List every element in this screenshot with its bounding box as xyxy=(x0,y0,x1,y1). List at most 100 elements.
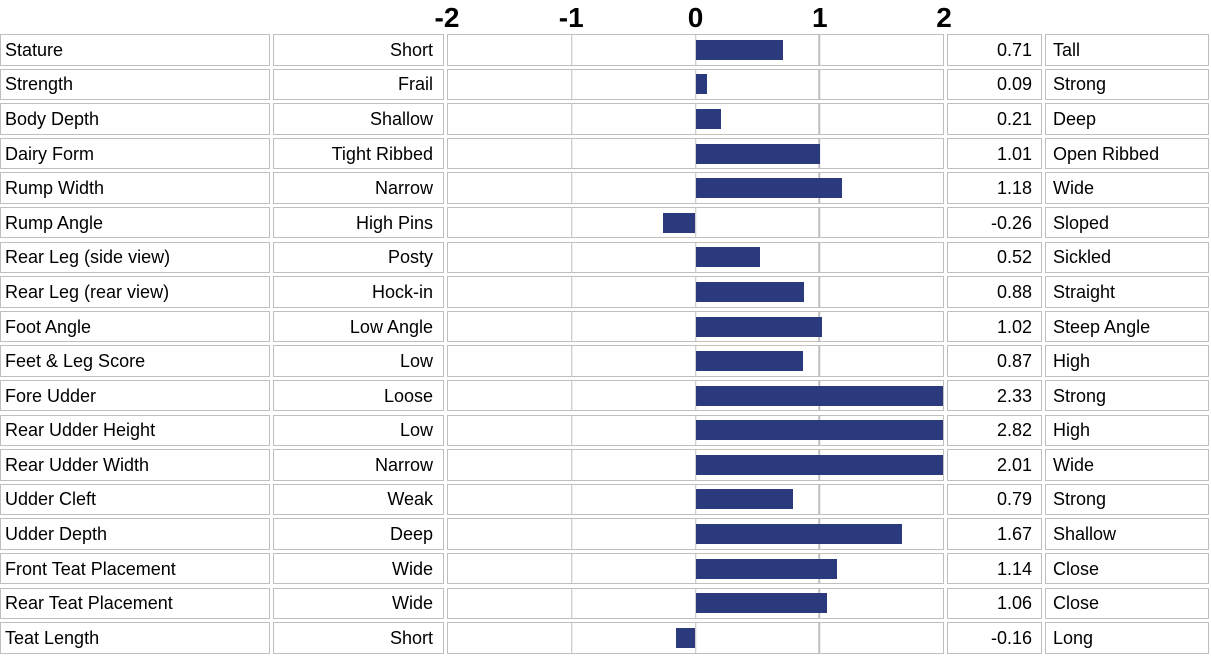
sta-bar xyxy=(695,385,943,406)
bar-track-cell xyxy=(447,310,944,343)
sta-value-cell: 0.71 xyxy=(947,34,1042,66)
sta-value-cell: 1.18 xyxy=(947,172,1042,204)
trait-name-cell: Strength xyxy=(0,68,270,101)
high-descriptor-cell: Sickled xyxy=(1045,241,1209,274)
bar-track-cell xyxy=(447,103,944,135)
trait-row: Udder Cleft Weak 0.79 Strong xyxy=(0,483,1209,516)
sta-value-cell: 0.09 xyxy=(947,68,1042,101)
sta-value-cell: 1.02 xyxy=(947,310,1042,343)
trait-rows: Stature Short 0.71 Tall Strength Frail 0.09 Str… xyxy=(0,34,1209,654)
bar-track-cell xyxy=(447,518,944,550)
high-descriptor-cell: High xyxy=(1045,345,1209,377)
trait-name-cell: Udder Cleft xyxy=(0,483,270,516)
axis-gridline xyxy=(571,69,573,100)
trait-name-cell: Feet & Leg Score xyxy=(0,345,270,377)
high-descriptor-cell: Close xyxy=(1045,552,1209,585)
x-axis-tick-label: -1 xyxy=(558,2,584,33)
sta-value-cell: 0.87 xyxy=(947,345,1042,377)
sta-value-cell: 0.88 xyxy=(947,276,1042,308)
sta-bar xyxy=(695,39,784,60)
sta-bar xyxy=(695,143,821,164)
sta-bar xyxy=(695,108,722,129)
axis-gridline xyxy=(694,623,697,653)
sta-value-cell: 2.33 xyxy=(947,379,1042,412)
sta-value-cell: -0.16 xyxy=(947,622,1042,654)
low-descriptor-cell: Wide xyxy=(273,587,444,619)
trait-row: Rump Angle High Pins -0.26 Sloped xyxy=(0,206,1209,239)
trait-row: Udder Depth Deep 1.67 Shallow xyxy=(0,518,1209,550)
sta-bar xyxy=(695,420,943,441)
sta-bar xyxy=(695,74,707,95)
axis-gridline xyxy=(571,415,573,446)
sta-value-cell: 0.79 xyxy=(947,483,1042,516)
high-descriptor-cell: Wide xyxy=(1045,449,1209,481)
low-descriptor-cell: High Pins xyxy=(273,206,444,239)
sta-bar xyxy=(695,247,760,268)
bar-track-cell xyxy=(447,414,944,447)
sta-value-cell: -0.26 xyxy=(947,206,1042,239)
x-axis-tick-label: 2 xyxy=(936,2,952,33)
axis-gridline xyxy=(818,242,820,273)
trait-row: Feet & Leg Score Low 0.87 High xyxy=(0,345,1209,377)
x-axis-header: -2 -1 0 1 2 xyxy=(0,0,1209,34)
axis-gridline xyxy=(571,588,573,618)
trait-name-cell: Stature xyxy=(0,34,270,66)
trait-name-cell: Body Depth xyxy=(0,103,270,135)
trait-name-cell: Teat Length xyxy=(0,622,270,654)
x-axis-labels: -2 -1 0 1 2 xyxy=(435,0,952,34)
trait-row: Dairy Form Tight Ribbed 1.01 Open Ribbed xyxy=(0,137,1209,170)
trait-name-cell: Rear Leg (rear view) xyxy=(0,276,270,308)
trait-name-cell: Front Teat Placement xyxy=(0,552,270,585)
axis-gridline xyxy=(571,35,573,65)
sta-value-cell: 2.01 xyxy=(947,449,1042,481)
low-descriptor-cell: Wide xyxy=(273,552,444,585)
axis-gridline xyxy=(571,242,573,273)
bar-track-cell xyxy=(447,483,944,516)
low-descriptor-cell: Frail xyxy=(273,68,444,101)
trait-row: Rear Udder Height Low 2.82 High xyxy=(0,414,1209,447)
low-descriptor-cell: Hock-in xyxy=(273,276,444,308)
high-descriptor-cell: Shallow xyxy=(1045,518,1209,550)
axis-gridline xyxy=(818,346,820,376)
bar-track-cell xyxy=(447,552,944,585)
axis-gridline xyxy=(571,277,573,307)
sta-bar xyxy=(695,558,837,579)
sta-value-cell: 1.67 xyxy=(947,518,1042,550)
x-axis-tick-label: -2 xyxy=(434,2,460,33)
bar-track-cell xyxy=(447,276,944,308)
axis-gridline xyxy=(571,484,573,515)
sta-bar xyxy=(695,178,842,199)
low-descriptor-cell: Shallow xyxy=(273,103,444,135)
trait-name-cell: Rear Leg (side view) xyxy=(0,241,270,274)
sta-bar xyxy=(695,524,903,545)
sta-value-cell: 1.06 xyxy=(947,587,1042,619)
bar-track-cell xyxy=(447,241,944,274)
bar-track-cell xyxy=(447,68,944,101)
bar-track-cell xyxy=(447,172,944,204)
axis-gridline xyxy=(571,311,573,342)
bar-track-cell xyxy=(447,34,944,66)
trait-name-cell: Rear Udder Height xyxy=(0,414,270,447)
trait-row: Strength Frail 0.09 Strong xyxy=(0,68,1209,101)
high-descriptor-cell: Strong xyxy=(1045,68,1209,101)
high-descriptor-cell: Straight xyxy=(1045,276,1209,308)
axis-gridline xyxy=(818,277,820,307)
low-descriptor-cell: Loose xyxy=(273,379,444,412)
trait-row: Stature Short 0.71 Tall xyxy=(0,34,1209,66)
low-descriptor-cell: Weak xyxy=(273,483,444,516)
sta-value-cell: 0.21 xyxy=(947,103,1042,135)
sta-bar xyxy=(695,454,943,475)
sta-bar xyxy=(695,316,822,337)
sta-bar xyxy=(695,281,805,302)
low-descriptor-cell: Narrow xyxy=(273,449,444,481)
trait-row: Rear Leg (side view) Posty 0.52 Sickled xyxy=(0,241,1209,274)
sta-value-cell: 2.82 xyxy=(947,414,1042,447)
x-axis-tick-label: 0 xyxy=(687,2,704,33)
trait-row: Rear Udder Width Narrow 2.01 Wide xyxy=(0,449,1209,481)
axis-gridline xyxy=(571,553,573,584)
high-descriptor-cell: Tall xyxy=(1045,34,1209,66)
trait-row: Rear Teat Placement Wide 1.06 Close xyxy=(0,587,1209,619)
axis-gridline xyxy=(571,519,573,549)
trait-row: Body Depth Shallow 0.21 Deep xyxy=(0,103,1209,135)
